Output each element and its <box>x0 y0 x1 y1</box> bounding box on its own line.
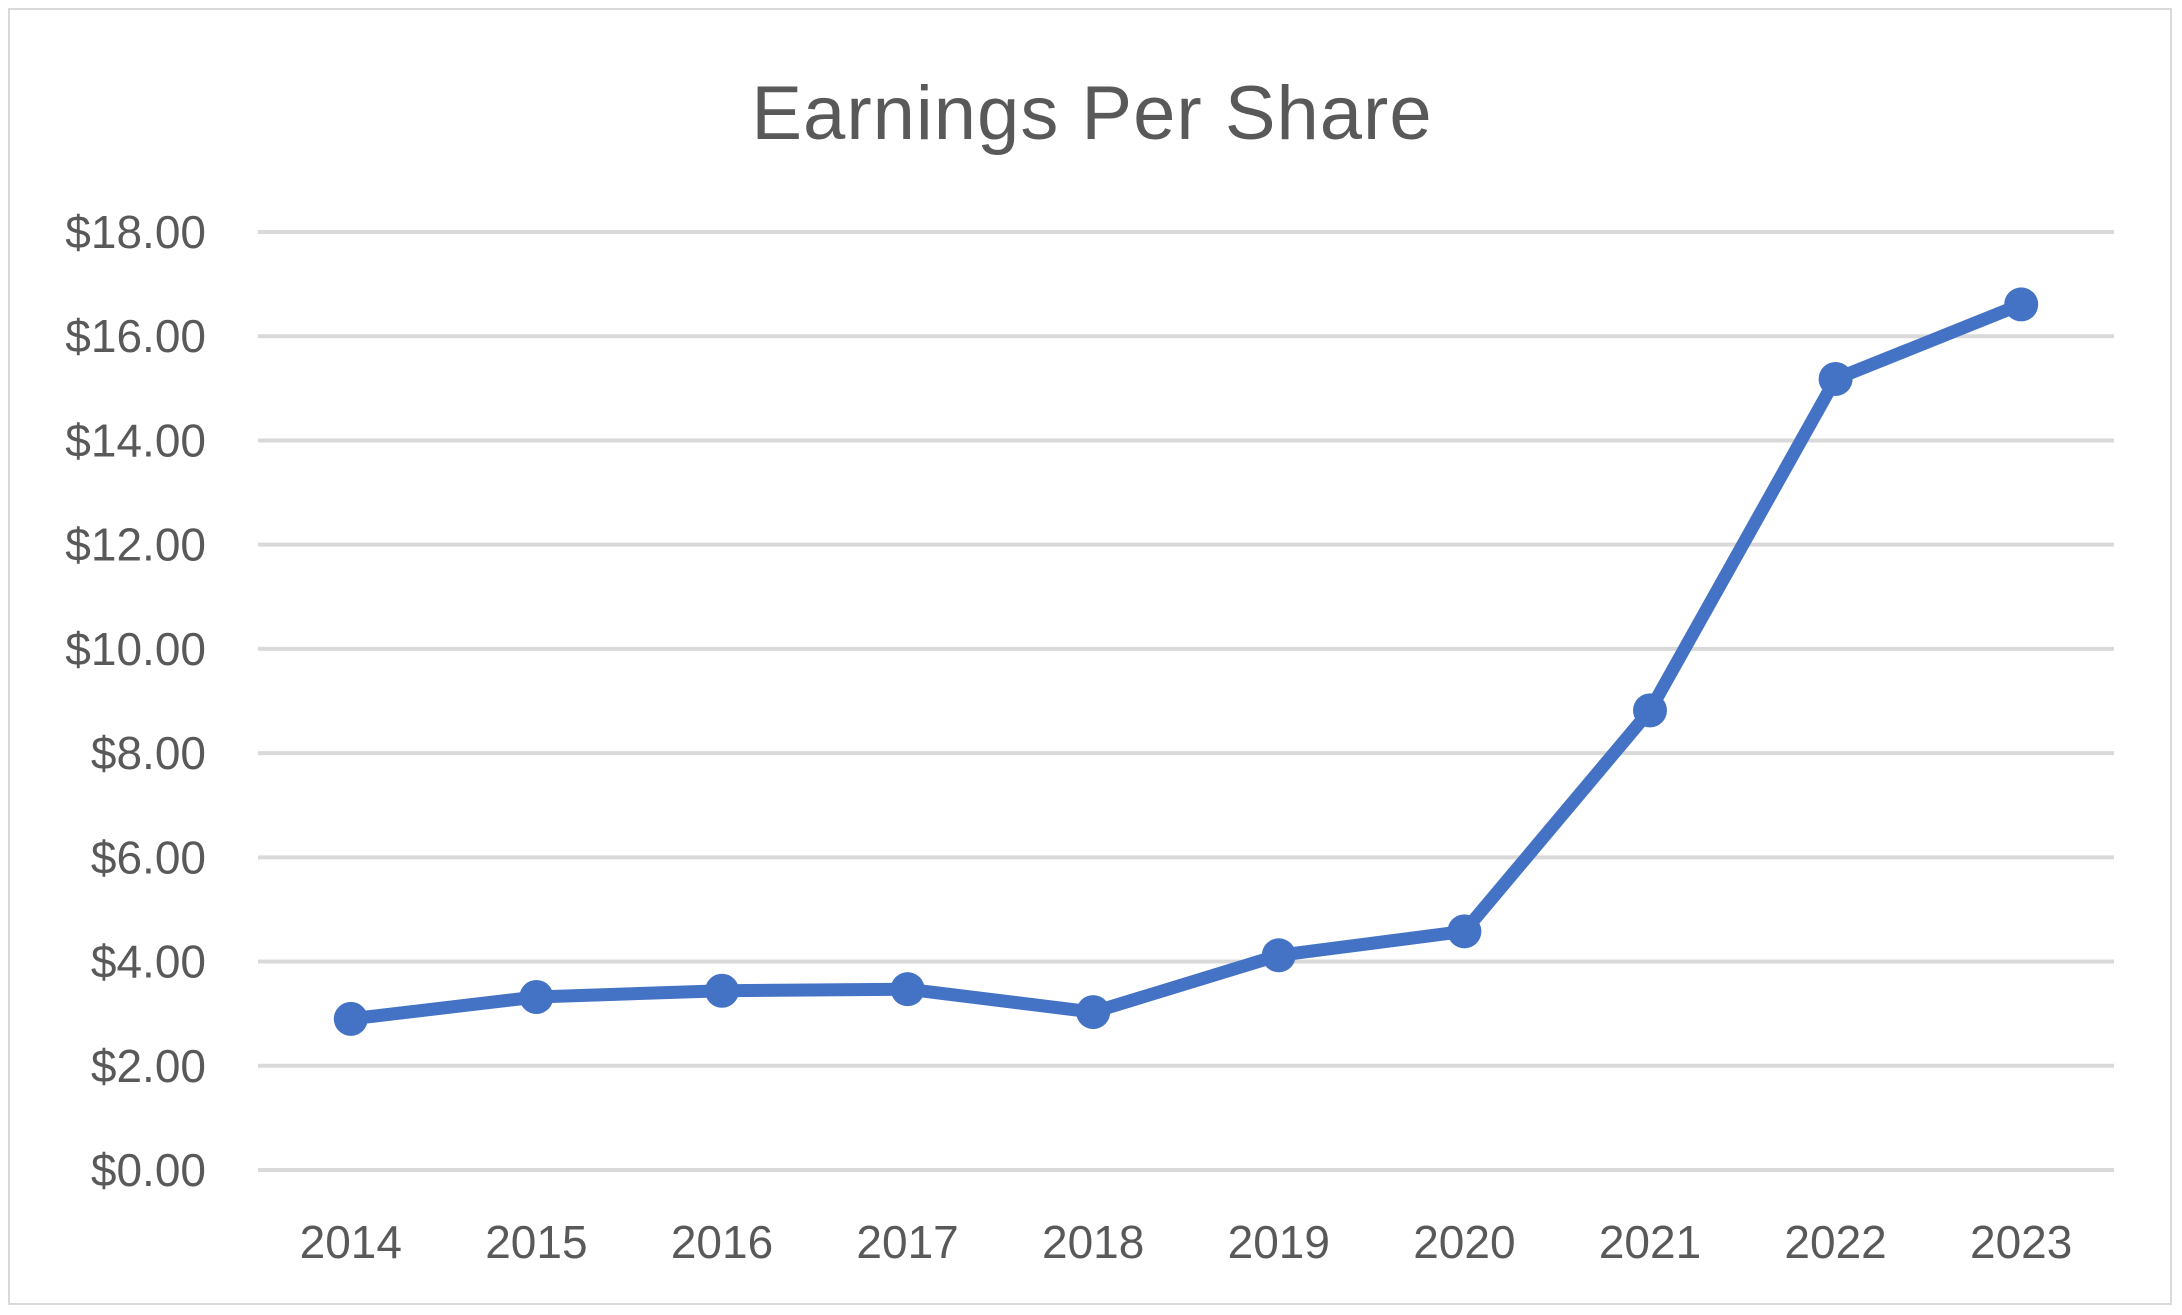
y-tick-label: $10.00 <box>65 623 206 675</box>
x-tick-label: 2015 <box>485 1216 587 1268</box>
y-tick-label: $4.00 <box>91 936 206 988</box>
y-tick-label: $12.00 <box>65 519 206 571</box>
data-point-2018 <box>1076 995 1111 1030</box>
x-tick-label: 2022 <box>1784 1216 1886 1268</box>
y-tick-label: $18.00 <box>65 206 206 258</box>
data-point-2022 <box>1818 361 1853 396</box>
y-tick-label: $0.00 <box>91 1144 206 1196</box>
data-point-2019 <box>1261 938 1296 973</box>
data-point-2021 <box>1633 693 1667 728</box>
series-line <box>344 297 2028 1026</box>
data-point-2016 <box>705 973 739 1008</box>
data-point-2017 <box>890 972 925 1007</box>
x-axis-tick-labels: 2014 2015 2016 2017 2018 2019 2020 2021 2022 2023 <box>300 1216 2073 1268</box>
x-tick-label: 2020 <box>1413 1216 1515 1268</box>
x-tick-label: 2014 <box>300 1216 402 1268</box>
y-tick-label: $14.00 <box>65 414 206 466</box>
x-tick-label: 2018 <box>1042 1216 1144 1268</box>
y-tick-label: $16.00 <box>65 310 206 362</box>
x-tick-label: 2023 <box>1970 1216 2072 1268</box>
plot-area: $0.00 $2.00 $4.00 $6.00 $8.00 $10.00 $12.00 $14… <box>65 206 2114 1268</box>
data-point-2015 <box>519 979 554 1014</box>
x-tick-label: 2016 <box>671 1216 773 1268</box>
chart-frame: Earnings Per Share $0.00 $2.00 $4.00 $6.00 $… <box>8 8 2172 1305</box>
y-axis-tick-labels: $0.00 $2.00 $4.00 $6.00 $8.00 $10.00 $12.00 $14… <box>65 206 206 1196</box>
x-tick-label: 2017 <box>856 1216 958 1268</box>
series-layer <box>333 287 2039 1036</box>
x-tick-label: 2021 <box>1599 1216 1701 1268</box>
y-tick-label: $8.00 <box>91 727 206 779</box>
y-tick-label: $6.00 <box>91 831 206 883</box>
x-tick-label: 2019 <box>1228 1216 1330 1268</box>
chart-title: Earnings Per Share <box>751 71 1433 156</box>
data-point-2020 <box>1447 914 1482 949</box>
y-tick-label: $2.00 <box>91 1040 206 1092</box>
data-point-2023 <box>2004 287 2039 322</box>
data-point-2014 <box>333 1001 368 1036</box>
gridlines <box>258 230 2114 1172</box>
